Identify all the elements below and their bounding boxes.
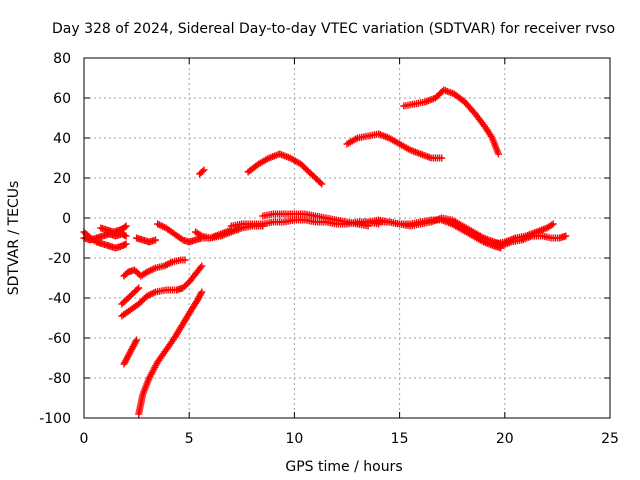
series-arc-16 bbox=[400, 86, 502, 158]
data-point bbox=[133, 285, 141, 293]
y-tick-label: -40 bbox=[48, 291, 71, 307]
series-arc-18 bbox=[118, 284, 143, 308]
grid-layer bbox=[84, 58, 610, 418]
data-point bbox=[494, 150, 502, 158]
x-tick-label: 10 bbox=[285, 431, 303, 447]
data-point bbox=[132, 338, 140, 346]
series-arc-13 bbox=[196, 166, 208, 178]
x-tick-label: 0 bbox=[80, 431, 89, 447]
tick-layer: -100 -80 -60 -40 -20 0 20 40 60 80 0 5 10 15 20 25 bbox=[39, 51, 619, 447]
y-tick-label: 40 bbox=[53, 131, 71, 147]
data-point bbox=[549, 220, 557, 228]
y-tick-label: -100 bbox=[39, 411, 71, 427]
plot-frame bbox=[83, 57, 611, 419]
chart-title: Day 328 of 2024, Sidereal Day-to-day VTE… bbox=[52, 21, 615, 37]
data-point bbox=[562, 232, 570, 240]
y-tick-label: 0 bbox=[62, 211, 71, 227]
series-arc-4 bbox=[133, 234, 160, 246]
data-point bbox=[548, 221, 556, 229]
series-arc-14 bbox=[244, 150, 326, 188]
data-point bbox=[438, 154, 446, 162]
y-axis-label: SDTVAR / TECUs bbox=[6, 181, 22, 296]
series-arc-15 bbox=[343, 130, 446, 162]
data-point bbox=[198, 288, 206, 296]
y-tick-label: -80 bbox=[48, 371, 71, 387]
y-tick-label: -20 bbox=[48, 251, 71, 267]
x-tick-label: 5 bbox=[185, 431, 194, 447]
series-arc-12 bbox=[497, 232, 570, 250]
series-arc-20 bbox=[120, 336, 141, 368]
data-point bbox=[121, 223, 129, 231]
x-tick-label: 25 bbox=[601, 431, 619, 447]
data-point bbox=[152, 236, 160, 244]
series-arc-21 bbox=[135, 288, 206, 418]
data-point bbox=[316, 179, 324, 187]
data-point bbox=[197, 264, 205, 272]
data-point bbox=[200, 166, 208, 174]
data-point bbox=[318, 180, 326, 188]
data-point bbox=[181, 256, 189, 264]
data-point bbox=[198, 262, 206, 270]
data-point bbox=[133, 336, 141, 344]
y-tick-label: 80 bbox=[53, 51, 71, 67]
y-tick-label: -60 bbox=[48, 331, 71, 347]
series-arc-10 bbox=[375, 216, 505, 252]
series-arc-17 bbox=[120, 256, 189, 280]
y-tick-label: 60 bbox=[53, 91, 71, 107]
series-arc-19 bbox=[118, 262, 206, 320]
data-point bbox=[122, 232, 130, 240]
data-point bbox=[135, 284, 143, 292]
data-point bbox=[197, 290, 205, 298]
y-tick-label: 20 bbox=[53, 171, 71, 187]
series-arc-3 bbox=[97, 222, 130, 236]
data-point bbox=[196, 231, 204, 239]
data-point bbox=[122, 240, 130, 248]
x-axis-label: GPS time / hours bbox=[285, 459, 402, 475]
data-point bbox=[199, 167, 207, 175]
data-layer bbox=[80, 86, 570, 418]
x-tick-label: 20 bbox=[496, 431, 514, 447]
data-point bbox=[122, 222, 130, 230]
x-tick-label: 15 bbox=[391, 431, 409, 447]
